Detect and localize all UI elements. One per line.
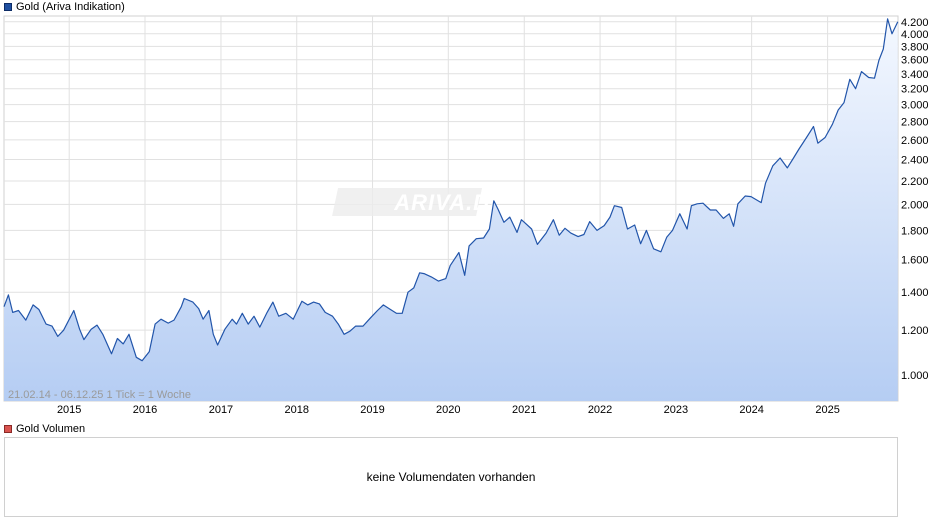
watermark-box [332,188,483,216]
x-tick-label: 2019 [360,404,384,416]
x-tick-label: 2024 [739,404,763,416]
y-tick-label: 2.200 [901,176,929,188]
legend-volume-label: Gold Volumen [16,423,86,435]
y-tick-label: 4.200 [901,17,929,29]
x-tick-label: 2017 [209,404,233,416]
y-tick-label: 3.000 [901,100,929,112]
x-tick-label: 2025 [815,404,839,416]
x-tick-label: 2021 [512,404,536,416]
x-tick-label: 2016 [133,404,157,416]
price-chart: 1.000 1.200 1.400 1.600 1.800 2.000 2.200 2.400… [3,15,929,416]
legend-price-label: Gold (Ariva Indikation) [16,1,125,13]
x-tick-label: 2022 [588,404,612,416]
y-tick-label: 3.800 [901,41,929,53]
x-tick-label: 2018 [284,404,308,416]
y-tick-label: 1.000 [901,370,929,382]
y-tick-label: 3.600 [901,55,929,67]
y-tick-label: 3.400 [901,69,929,81]
x-tick-label: 2020 [436,404,460,416]
y-tick-label: 1.200 [901,325,929,337]
price-line [3,18,899,362]
legend-price: Gold (Ariva Indikation) [4,1,125,13]
legend-price-swatch [4,3,12,11]
y-tick-label: 2.600 [901,135,929,147]
price-area [4,18,898,402]
y-tick-label: 2.800 [901,117,929,129]
y-tick-label: 2.000 [901,199,929,211]
no-volume-message: keine Volumendaten vorhanden [366,470,536,484]
y-tick-label: 4.000 [901,29,929,41]
x-tick-label: 2015 [57,404,81,416]
x-tick-label: 2023 [664,404,688,416]
legend-volume-swatch [4,425,12,433]
y-tick-label: 1.400 [901,287,929,299]
watermark-text: ARIVA.DE [393,190,506,215]
y-tick-label: 1.600 [901,254,929,266]
range-note: 21.02.14 - 06.12.25 1 Tick = 1 Woche [8,389,191,401]
y-tick-label: 1.800 [901,225,929,237]
y-tick-label: 3.200 [901,84,929,96]
volume-panel: keine Volumendaten vorhanden [4,437,898,517]
legend-volume: Gold Volumen [4,423,85,435]
y-tick-label: 2.400 [901,155,929,167]
